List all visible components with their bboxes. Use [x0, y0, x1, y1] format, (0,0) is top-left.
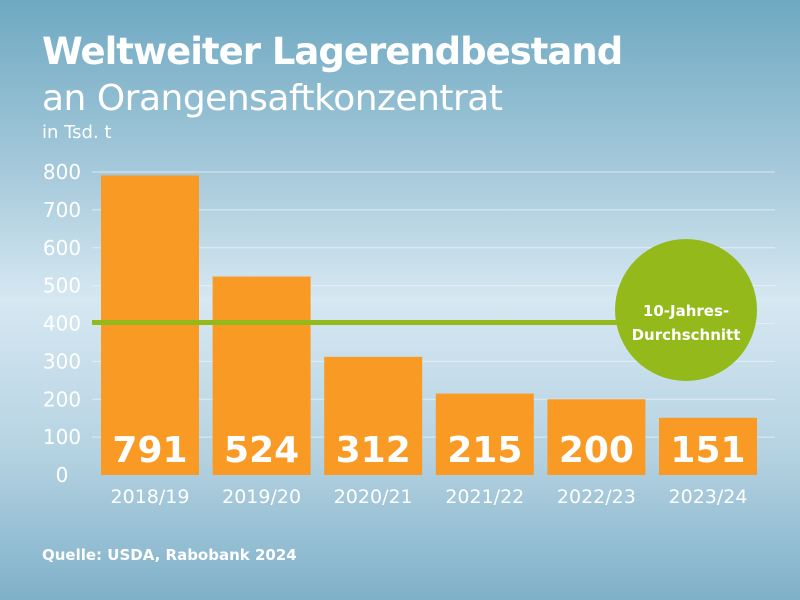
data-label: 524	[224, 430, 299, 471]
data-label: 200	[559, 430, 634, 471]
y-axis-unit: in Tsd. t	[42, 122, 112, 143]
x-tick-label: 2022/23	[557, 486, 636, 508]
x-tick-label: 2021/22	[445, 486, 524, 508]
average-badge	[615, 239, 757, 381]
chart-title: Weltweiter Lagerendbestand	[42, 30, 623, 73]
bar	[101, 175, 199, 475]
y-tick-label: 0	[56, 463, 69, 487]
data-label: 215	[447, 430, 522, 471]
bar	[547, 399, 646, 475]
bar	[435, 393, 534, 475]
y-tick-label: 100	[43, 425, 81, 449]
y-tick-label: 500	[43, 274, 81, 298]
y-tick-label: 700	[43, 198, 81, 222]
x-tick-label: 2018/19	[111, 486, 190, 508]
data-label: 791	[112, 430, 187, 471]
bar	[324, 356, 423, 475]
x-tick-label: 2023/24	[669, 486, 748, 508]
chart-subtitle: an Orangensaftkonzentrat	[42, 78, 503, 119]
source-note: Quelle: USDA, Rabobank 2024	[42, 546, 297, 564]
x-tick-label: 2020/21	[334, 486, 413, 508]
average-label-line1: 10-Jahres-	[643, 302, 729, 320]
data-label: 312	[336, 430, 411, 471]
average-label-line2: Durchschnitt	[632, 326, 741, 344]
y-tick-label: 800	[43, 160, 81, 184]
data-label: 151	[670, 430, 745, 471]
y-tick-label: 400	[43, 312, 81, 336]
bar	[659, 417, 757, 475]
y-tick-label: 200	[43, 387, 81, 411]
x-tick-label: 2019/20	[222, 486, 301, 508]
y-tick-label: 300	[43, 349, 81, 373]
bar	[212, 276, 311, 475]
y-tick-label: 600	[43, 236, 81, 260]
